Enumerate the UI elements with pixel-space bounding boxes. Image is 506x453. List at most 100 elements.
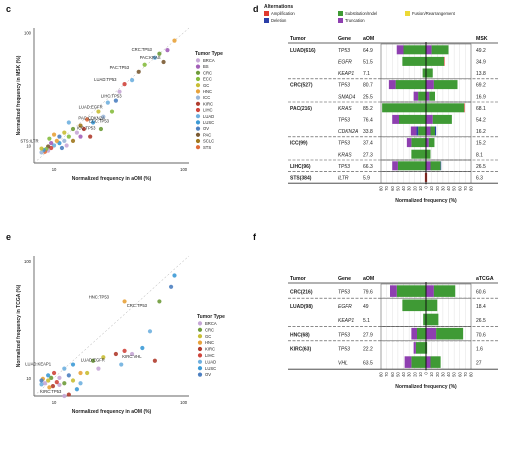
data-point bbox=[70, 362, 76, 367]
legend-swatch bbox=[264, 18, 269, 23]
x-tick-label: 30 bbox=[407, 186, 412, 191]
data-point bbox=[62, 381, 67, 386]
legend-swatch bbox=[405, 11, 410, 16]
bar-segment-left bbox=[402, 299, 426, 312]
bar-segment-left bbox=[392, 114, 399, 124]
point-label: ECC:TP53 bbox=[89, 119, 110, 124]
y-tick-label: 10 bbox=[26, 376, 31, 381]
data-point bbox=[96, 109, 101, 114]
x-tick-label: 70 bbox=[463, 372, 468, 377]
x-tick-label: 40 bbox=[446, 372, 451, 377]
bar-segment-right bbox=[426, 114, 433, 124]
data-point bbox=[78, 370, 83, 376]
bar-segment-right bbox=[430, 126, 435, 136]
data-point bbox=[66, 373, 71, 378]
bar-segment-right bbox=[433, 285, 456, 297]
bar-segment-right bbox=[426, 91, 430, 101]
legend-swatch bbox=[195, 89, 201, 94]
data-point bbox=[54, 380, 59, 385]
x-tick-label: 40 bbox=[401, 186, 406, 191]
bar-segment-right bbox=[426, 45, 432, 55]
data-point bbox=[172, 273, 177, 278]
x-tick-label: 20 bbox=[412, 186, 417, 191]
data-point bbox=[78, 123, 83, 128]
x-tick-label: 80 bbox=[469, 372, 474, 377]
ref-value: 34.9 bbox=[476, 59, 486, 65]
bar-segment-left bbox=[411, 327, 417, 340]
tumor-label: STS(384) bbox=[290, 175, 312, 181]
point-label: LUAD:EGFR bbox=[79, 105, 103, 110]
data-point bbox=[74, 387, 79, 392]
y-tick-label: 10 bbox=[26, 144, 31, 149]
legend-entry: STS bbox=[203, 145, 211, 150]
ref-value: 54.2 bbox=[476, 117, 486, 123]
bar-segment-right bbox=[430, 161, 441, 171]
aom-value: 25.5 bbox=[363, 94, 373, 100]
gene-label: EGFR bbox=[338, 59, 352, 65]
x-tick-label: 60 bbox=[457, 186, 462, 191]
tumor-label: PAC(216) bbox=[290, 106, 312, 112]
x-tick-label: 0 bbox=[424, 186, 429, 189]
legend-entry: GC bbox=[203, 83, 209, 88]
data-point bbox=[165, 48, 170, 53]
aom-value: 7.1 bbox=[363, 71, 370, 77]
aom-value: 49 bbox=[363, 304, 369, 310]
x-tick-label: 80 bbox=[379, 186, 384, 191]
data-point bbox=[85, 370, 90, 376]
bar-segment-left bbox=[406, 138, 412, 148]
legend-swatch bbox=[195, 58, 201, 63]
x-tick-label: 50 bbox=[452, 372, 457, 377]
data-point bbox=[46, 373, 51, 378]
legend-swatch bbox=[195, 70, 201, 75]
x-tick-label: 60 bbox=[390, 372, 395, 377]
tumor-label: HNC(68) bbox=[290, 332, 310, 338]
y-axis-label: Normalized frequency in TCGA (%) bbox=[16, 284, 22, 367]
gene-label: TP53 bbox=[338, 83, 350, 89]
tumor-label: LUAD(98) bbox=[290, 304, 313, 310]
bar-segment-left bbox=[388, 80, 396, 90]
gene-label: VHL bbox=[338, 361, 348, 367]
bar-segment-right bbox=[440, 161, 442, 171]
bar-segment-right bbox=[426, 138, 429, 148]
gene-label: KRAS bbox=[338, 152, 352, 158]
x-tick-label: 80 bbox=[469, 186, 474, 191]
bar-table-f: f Tumor Gene aOM aTCGA CRC(216) TP53 79.6 60.6 L… bbox=[253, 232, 498, 390]
x-axis-label: Normalized frequency in aOM (%) bbox=[72, 409, 152, 415]
x-tick-label: 10 bbox=[429, 186, 434, 191]
legend-title: Tumor Type bbox=[195, 51, 223, 57]
data-point bbox=[101, 114, 106, 119]
col-header-ref: aTCGA bbox=[476, 276, 494, 282]
point-label: LIHC:TP53 bbox=[101, 94, 122, 99]
data-point bbox=[50, 384, 56, 389]
col-header-gene: Gene bbox=[338, 276, 351, 282]
data-point bbox=[90, 358, 96, 363]
legend-entry: GC bbox=[205, 334, 211, 339]
x-tick-label: 10 bbox=[52, 400, 57, 405]
x-tick-label: 10 bbox=[52, 167, 57, 172]
x-tick-label: 10 bbox=[418, 186, 423, 191]
legend-entry: HNC bbox=[205, 340, 214, 345]
panel-label-c: c bbox=[6, 4, 11, 14]
x-tick-label: 70 bbox=[384, 186, 389, 191]
x-tick-label: 30 bbox=[440, 372, 445, 377]
point-label: KIRC:VHL bbox=[122, 354, 142, 359]
bar-segment-left bbox=[411, 356, 426, 368]
legend-entry: LIHC bbox=[203, 108, 213, 113]
data-point bbox=[42, 381, 48, 386]
gene-label: TP53 bbox=[338, 48, 350, 54]
bar-segment-right bbox=[433, 80, 458, 90]
bar-segment-left bbox=[422, 68, 426, 78]
data-point bbox=[74, 130, 79, 135]
bar-segment-left bbox=[410, 126, 417, 136]
legend-entry: PAC bbox=[203, 132, 211, 137]
data-point bbox=[122, 82, 127, 87]
bar-segment-right bbox=[426, 68, 433, 78]
legend-entry: Amplification bbox=[271, 11, 295, 16]
legend-entry: Truncation bbox=[345, 18, 365, 23]
ref-value: 70.6 bbox=[476, 332, 486, 338]
data-point bbox=[113, 351, 118, 357]
legend-entry: LUAD bbox=[203, 114, 214, 119]
aom-value: 37.4 bbox=[363, 141, 373, 147]
aom-value: 33.8 bbox=[363, 129, 373, 135]
ref-value: 26.5 bbox=[476, 164, 486, 170]
